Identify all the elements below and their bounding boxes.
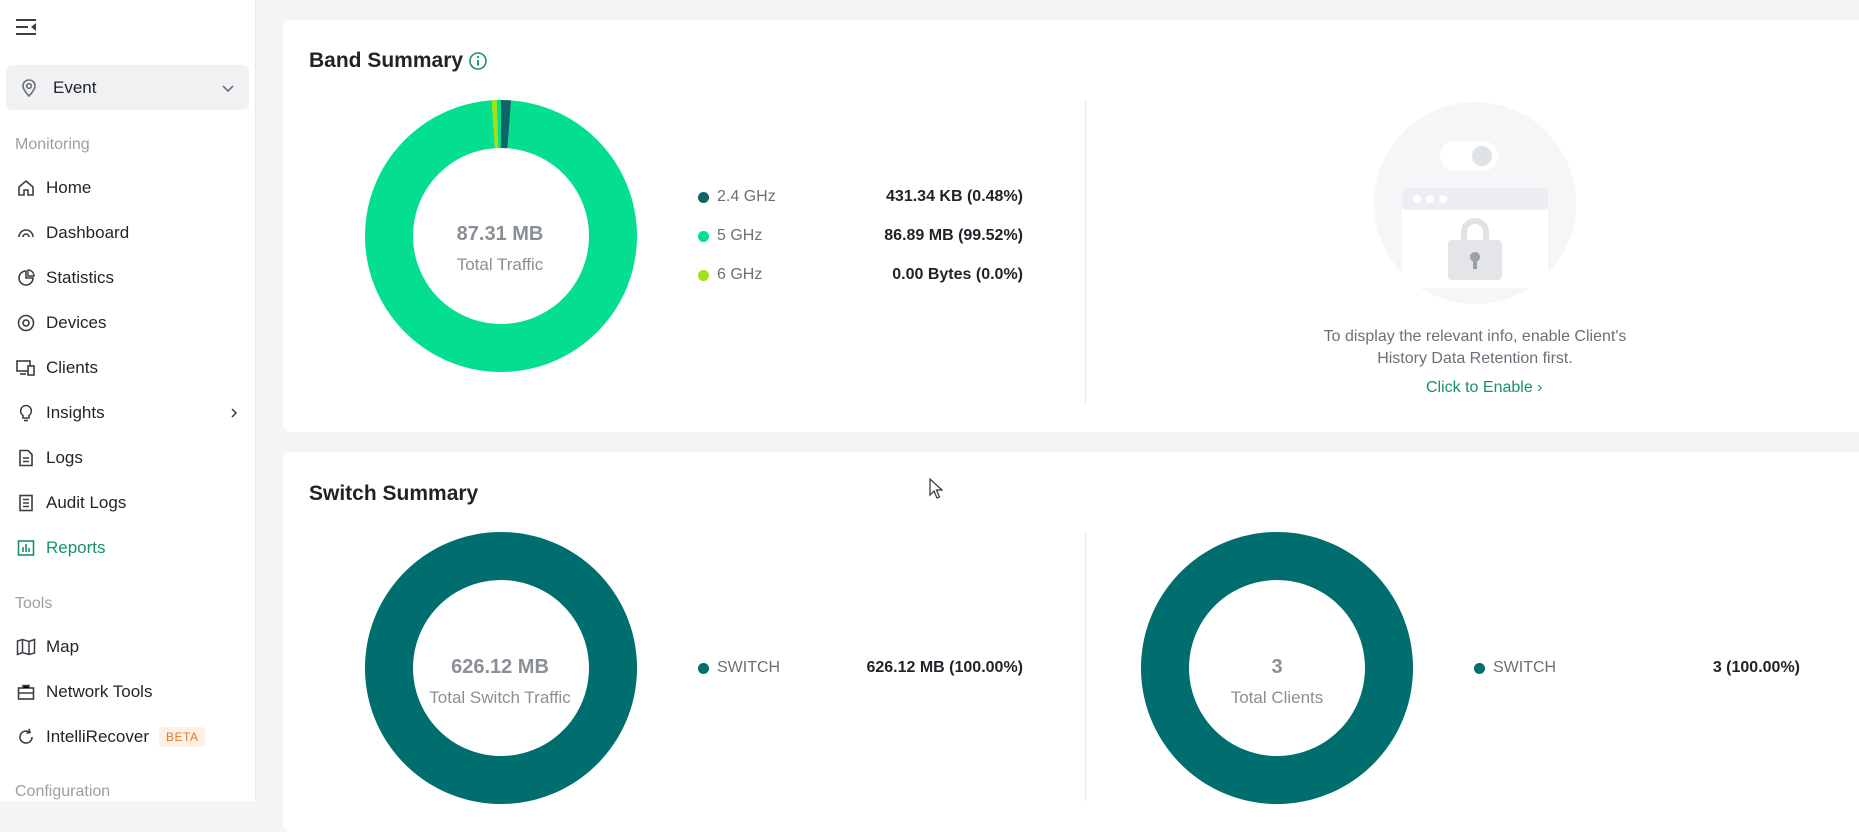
switch-clients-donut-chart [1141, 532, 1413, 804]
donut-segment-switch[interactable] [1141, 532, 1413, 804]
sidebar-item-reports[interactable]: Reports [0, 528, 255, 568]
section-label-monitoring: Monitoring [15, 136, 90, 153]
logs-icon [16, 448, 36, 468]
map-icon [16, 637, 36, 657]
site-selector[interactable]: Event [6, 65, 249, 110]
home-icon [16, 178, 36, 198]
retention-message-line2: History Data Retention first. [1377, 350, 1573, 367]
location-pin-icon [22, 78, 36, 97]
sidebar-item-label: Logs [46, 448, 83, 467]
sidebar-item-devices[interactable]: Devices [0, 303, 255, 343]
legend-item-switch-clients: SWITCH [1474, 659, 1556, 677]
insights-icon [16, 403, 36, 423]
legend-dot-switch [698, 662, 709, 674]
retention-message-line1: To display the relevant info, enable Cli… [1323, 328, 1627, 345]
switch-traffic-donut-chart [365, 532, 637, 804]
mouse-cursor-icon [929, 478, 943, 499]
info-icon[interactable] [468, 51, 488, 71]
beta-badge: BETA [159, 727, 206, 747]
band-total-traffic-label: Total Traffic [456, 255, 544, 274]
legend-dot-5ghz [698, 230, 709, 242]
legend-value-6ghz: 0.00 Bytes (0.0%) [892, 266, 1023, 283]
legend-dot-switch [1474, 662, 1485, 674]
lock-illustration [1374, 102, 1576, 304]
sidebar-item-label: Statistics [46, 268, 115, 287]
sidebar-item-label: Reports [46, 538, 106, 557]
sidebar-item-statistics[interactable]: Statistics [0, 258, 255, 298]
legend-item-switch-traffic: SWITCH [698, 659, 780, 677]
sidebar-item-label: IntelliRecover [46, 727, 149, 746]
donut-segment-5-ghz[interactable] [365, 100, 637, 372]
sidebar-item-network-tools[interactable]: Network Tools [0, 672, 255, 712]
section-label-tools: Tools [15, 595, 53, 612]
sidebar-item-label: Audit Logs [46, 493, 127, 512]
legend-label: 6 GHz [717, 266, 763, 283]
sidebar-item-label: Clients [46, 358, 98, 377]
sidebar: Event Monitoring Home Dashboard Statisti… [0, 0, 256, 801]
legend-item-5ghz: 5 GHz [698, 227, 762, 245]
sidebar-item-label: Map [46, 637, 80, 656]
click-to-enable-link[interactable]: Click to Enable › [1426, 379, 1543, 396]
legend-label: 5 GHz [717, 227, 763, 244]
donut-segment-6-ghz-marker [491, 100, 499, 149]
retention-message: To display the relevant info, enable Cli… [1275, 326, 1675, 370]
sidebar-item-label: Devices [46, 313, 107, 332]
sidebar-item-label: Network Tools [46, 682, 153, 701]
legend-dot-6ghz [698, 269, 709, 281]
legend-dot-2-4ghz [698, 191, 709, 203]
legend-value-5ghz: 86.89 MB (99.52%) [884, 227, 1023, 244]
band-total-traffic-value: 87.31 MB [456, 223, 544, 245]
sidebar-item-intellirecover[interactable]: IntelliRecover BETA [0, 717, 255, 757]
site-selector-label: Event [53, 77, 97, 97]
network-tools-icon [16, 682, 36, 702]
sidebar-item-label: Insights [46, 403, 105, 422]
sidebar-item-label: Dashboard [46, 223, 130, 242]
chevron-right-icon [231, 408, 238, 418]
sidebar-item-dashboard[interactable]: Dashboard [0, 213, 255, 253]
legend-value-switch-traffic: 626.12 MB (100.00%) [866, 659, 1023, 676]
collapse-menu-icon[interactable] [15, 17, 39, 37]
legend-label: SWITCH [717, 659, 781, 676]
reports-icon [16, 538, 36, 558]
donut-segment-switch[interactable] [365, 532, 637, 804]
legend-item-2-4ghz: 2.4 GHz [698, 188, 776, 206]
chevron-down-icon [222, 84, 234, 92]
sidebar-item-logs[interactable]: Logs [0, 438, 255, 478]
switch-total-clients-label: Total Clients [1230, 688, 1324, 707]
switch-total-traffic-label: Total Switch Traffic [429, 688, 571, 707]
sidebar-item-insights[interactable]: Insights [0, 393, 255, 433]
band-summary-title: Band Summary [309, 49, 464, 72]
legend-value-2-4ghz: 431.34 KB (0.48%) [886, 188, 1023, 205]
switch-total-traffic-value: 626.12 MB [451, 656, 549, 678]
statistics-icon [16, 268, 36, 288]
sidebar-item-label: Home [46, 178, 92, 197]
legend-label: SWITCH [1493, 659, 1557, 676]
audit-logs-icon [16, 493, 36, 513]
devices-icon [16, 313, 36, 333]
switch-total-clients-value: 3 [1271, 656, 1283, 678]
sidebar-item-home[interactable]: Home [0, 168, 255, 208]
sidebar-item-audit-logs[interactable]: Audit Logs [0, 483, 255, 523]
switch-summary-title: Switch Summary [309, 482, 479, 505]
divider [1085, 532, 1086, 801]
clients-icon [16, 358, 36, 378]
legend-value-switch-clients: 3 (100.00%) [1712, 659, 1800, 676]
band-summary-donut-chart [365, 100, 637, 372]
sidebar-item-map[interactable]: Map [0, 627, 255, 667]
sidebar-item-clients[interactable]: Clients [0, 348, 255, 388]
donut-segment-2-4-ghz[interactable] [501, 100, 512, 149]
legend-label: 2.4 GHz [717, 188, 776, 205]
section-label-configuration: Configuration [15, 783, 111, 800]
divider [1085, 100, 1086, 405]
legend-item-6ghz: 6 GHz [698, 266, 762, 284]
intellirecover-icon [16, 727, 36, 747]
dashboard-icon [16, 223, 36, 243]
